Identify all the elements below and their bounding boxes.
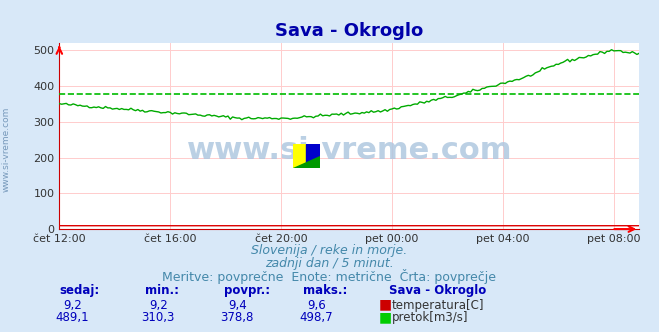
Text: 9,2: 9,2	[149, 299, 167, 312]
Text: ■: ■	[379, 310, 392, 324]
Text: 498,7: 498,7	[299, 311, 333, 324]
Text: povpr.:: povpr.:	[224, 284, 270, 297]
Text: 9,6: 9,6	[307, 299, 326, 312]
Text: min.:: min.:	[145, 284, 179, 297]
Text: 9,2: 9,2	[63, 299, 82, 312]
Text: 378,8: 378,8	[221, 311, 254, 324]
Text: www.si-vreme.com: www.si-vreme.com	[2, 107, 11, 192]
Text: maks.:: maks.:	[303, 284, 347, 297]
Text: 310,3: 310,3	[142, 311, 175, 324]
Text: ■: ■	[379, 298, 392, 312]
Text: Slovenija / reke in morje.: Slovenija / reke in morje.	[251, 244, 408, 257]
Polygon shape	[293, 156, 320, 168]
Text: www.si-vreme.com: www.si-vreme.com	[186, 136, 512, 165]
Text: zadnji dan / 5 minut.: zadnji dan / 5 minut.	[265, 257, 394, 270]
Text: temperatura[C]: temperatura[C]	[392, 299, 484, 312]
Title: Sava - Okroglo: Sava - Okroglo	[275, 22, 423, 40]
Text: sedaj:: sedaj:	[59, 284, 100, 297]
Text: Meritve: povprečne  Enote: metrične  Črta: povprečje: Meritve: povprečne Enote: metrične Črta:…	[163, 269, 496, 284]
Text: 9,4: 9,4	[228, 299, 246, 312]
Text: Sava - Okroglo: Sava - Okroglo	[389, 284, 486, 297]
Text: pretok[m3/s]: pretok[m3/s]	[392, 311, 469, 324]
Bar	[306, 144, 320, 168]
Text: 489,1: 489,1	[55, 311, 90, 324]
Bar	[293, 144, 306, 168]
